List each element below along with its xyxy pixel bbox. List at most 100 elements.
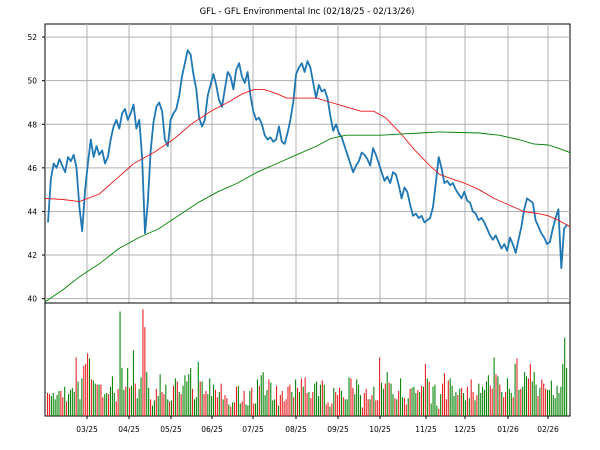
volume-bar	[153, 400, 155, 416]
volume-bar	[87, 353, 89, 416]
volume-bar	[115, 401, 117, 416]
volume-bar	[329, 406, 331, 416]
volume-bar	[272, 400, 274, 416]
volume-bar	[512, 397, 514, 416]
volume-bar	[520, 388, 522, 416]
volume-bar	[426, 378, 428, 416]
volume-bar	[108, 394, 110, 416]
volume-bar	[75, 357, 77, 416]
volume-bar	[451, 385, 453, 416]
volume-bar	[251, 387, 253, 416]
volume-bar	[192, 388, 194, 416]
volume-bar	[239, 403, 241, 416]
volume-bar	[356, 379, 358, 416]
volume-bar	[432, 386, 434, 416]
volume-bar	[165, 384, 167, 416]
volume-bar	[535, 384, 537, 416]
volume-bar	[256, 379, 258, 416]
price-ytick-label: 48	[27, 120, 37, 129]
volume-bar	[516, 358, 518, 416]
volume-bar	[409, 388, 411, 416]
volume-bar	[564, 337, 566, 416]
xtick-label: 07/25	[242, 425, 264, 434]
volume-bar	[422, 386, 425, 416]
volume-bar	[560, 386, 562, 416]
volume-bar	[85, 363, 87, 417]
volume-bar	[403, 398, 405, 416]
volume-bar	[100, 384, 102, 416]
volume-bar	[151, 405, 154, 416]
volume-bar	[161, 392, 163, 416]
volume-bar	[407, 398, 409, 416]
volume-bar	[119, 311, 121, 416]
volume-bar	[392, 394, 394, 416]
volume-bar	[245, 404, 247, 416]
volume-bar	[127, 367, 129, 416]
volume-bar	[438, 408, 440, 416]
volume-bar	[316, 381, 318, 416]
volume-bar	[287, 386, 289, 416]
volume-bar	[144, 327, 146, 416]
volume-bar	[167, 399, 169, 416]
volume-bar	[401, 397, 404, 416]
volume-bar	[354, 394, 356, 416]
volume-bar	[518, 389, 520, 416]
xtick-label: 01/26	[497, 425, 519, 434]
volume-bar	[109, 386, 112, 416]
volume-bar	[445, 399, 447, 416]
chart-title: GFL - GFL Environmental Inc (02/18/25 - …	[200, 7, 415, 17]
volume-bar	[184, 375, 186, 416]
volume-bar	[94, 383, 96, 416]
volume-bar	[566, 367, 568, 416]
volume-bar	[434, 384, 436, 416]
volume-bar	[247, 405, 249, 416]
volume-bar	[300, 378, 302, 416]
volume-bar	[428, 381, 430, 416]
volume-bar	[461, 387, 463, 416]
volume-bar	[323, 384, 325, 416]
volume-bar	[411, 387, 413, 416]
volume-bar	[384, 383, 386, 416]
volume-bar	[195, 397, 197, 416]
volume-bar	[550, 380, 552, 416]
volume-bar	[102, 397, 104, 416]
volume-bar	[197, 361, 199, 416]
volume-bar	[117, 388, 119, 416]
volume-bar	[104, 394, 106, 416]
volume-bar	[421, 385, 423, 416]
price-ytick-label: 52	[27, 33, 37, 42]
volume-bar	[529, 363, 531, 417]
volume-bar	[130, 385, 133, 416]
price-series	[44, 49, 571, 303]
volume-bar	[64, 386, 66, 416]
volume-bar	[285, 399, 287, 416]
price-ytick-label: 44	[27, 207, 37, 216]
volume-bar	[125, 386, 127, 416]
volume-bar	[394, 398, 396, 416]
volume-bar	[226, 398, 228, 416]
volume-bar	[377, 400, 379, 416]
volume-bar	[386, 372, 388, 416]
xtick-label: 02/26	[537, 425, 559, 434]
volume-bar	[424, 363, 426, 417]
volume-bar	[298, 392, 300, 416]
volume-bar	[321, 380, 323, 416]
volume-bar	[537, 396, 539, 416]
volume-bar	[54, 399, 56, 416]
volume-bar	[440, 394, 442, 416]
volume-bar	[47, 393, 49, 416]
volume-bar	[291, 392, 293, 416]
volume-bar	[66, 401, 68, 416]
volume-bar	[142, 309, 144, 416]
volume-bar	[88, 358, 91, 416]
volume-bar	[396, 399, 398, 416]
volume-bar	[150, 399, 152, 416]
volume-bar	[373, 386, 375, 416]
volume-bar	[174, 378, 176, 416]
volume-bar	[234, 402, 236, 416]
volume-bar	[171, 400, 173, 416]
price-grid	[45, 24, 570, 303]
volume-bar	[556, 385, 558, 416]
volume-bar	[531, 381, 533, 416]
volume-bar	[340, 390, 342, 416]
